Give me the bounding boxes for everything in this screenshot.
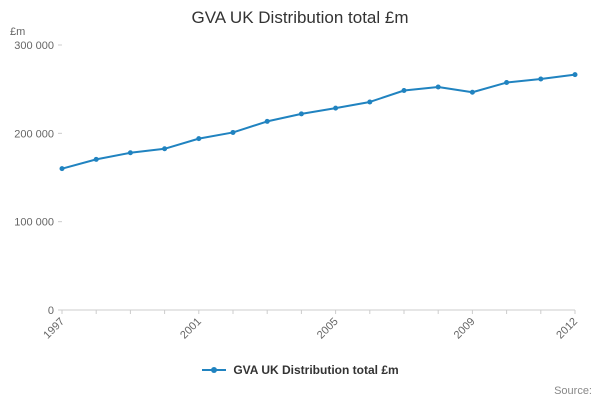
line-chart: 1997 2001 2005 2009 2012 0 100 000 200 000 300 0…	[14, 40, 580, 342]
svg-text:2009: 2009	[452, 316, 478, 342]
svg-text:100 000: 100 000	[14, 217, 54, 229]
chart-title: GVA UK Distribution total £m	[191, 8, 409, 27]
y-axis-unit-label: £m	[10, 26, 26, 38]
svg-text:200 000: 200 000	[14, 128, 54, 140]
svg-text:2001: 2001	[178, 316, 204, 342]
svg-text:300 000: 300 000	[14, 40, 54, 52]
legend-item[interactable]: GVA UK Distribution total £m	[0, 363, 600, 377]
source-label: Source:	[554, 385, 592, 397]
legend-line-marker	[202, 367, 227, 373]
svg-text:1997: 1997	[41, 316, 67, 342]
svg-text:2005: 2005	[315, 316, 341, 342]
legend-label: GVA UK Distribution total £m	[233, 363, 399, 377]
svg-text:2012: 2012	[554, 316, 580, 342]
svg-text:0: 0	[48, 305, 54, 317]
